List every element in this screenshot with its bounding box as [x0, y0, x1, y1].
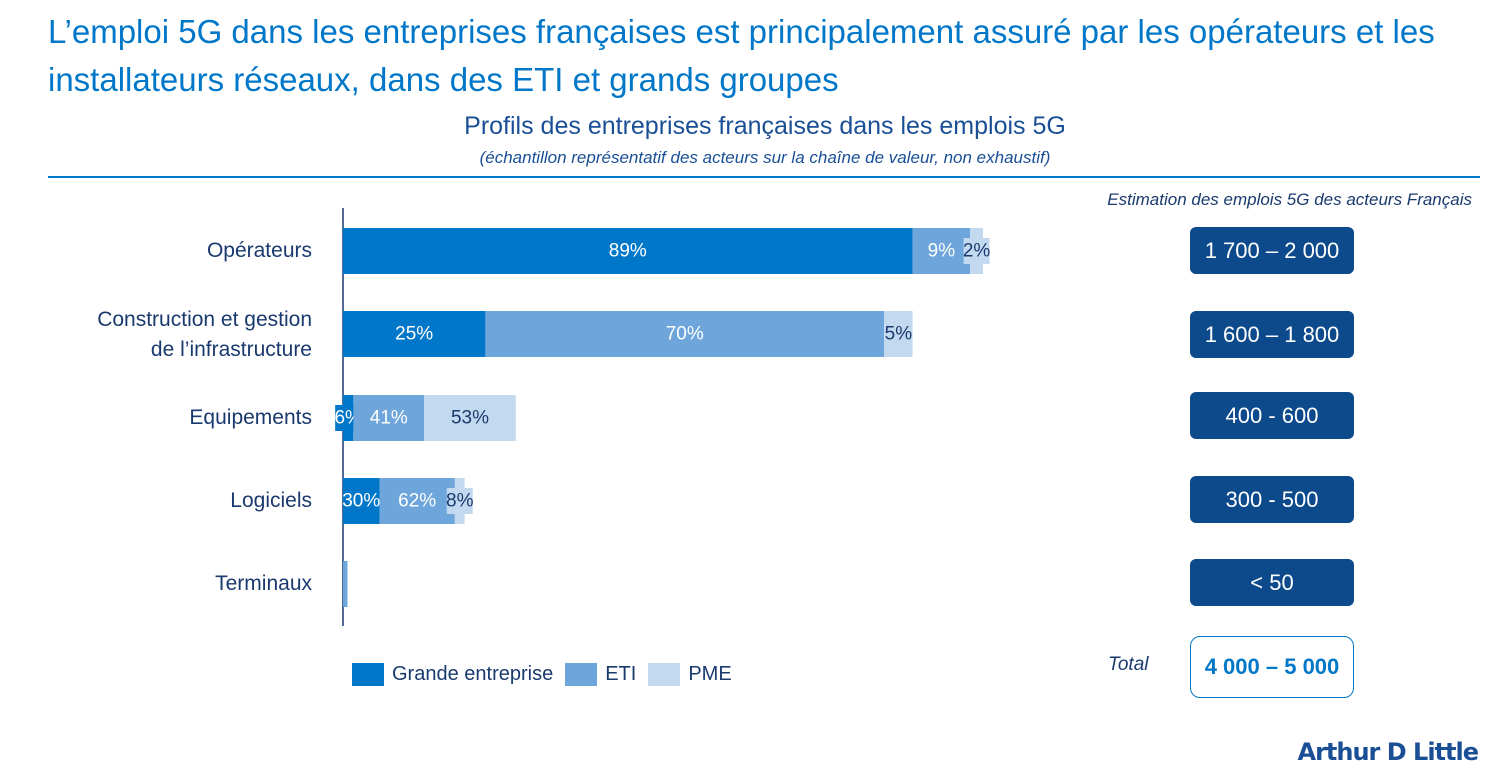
data-label: 53% — [451, 408, 489, 429]
legend-swatch — [648, 663, 681, 686]
bar-segment — [485, 311, 885, 357]
chart-legend: Grande entreprise ETI PME — [352, 663, 744, 686]
data-label: 30% — [342, 491, 380, 512]
data-label: 9% — [928, 241, 956, 262]
bar-segment — [343, 478, 380, 524]
bar-segment — [343, 228, 913, 274]
category-label-construction: Construction et gestion de l’infrastruct… — [97, 305, 312, 365]
estimate-box-logiciels: 300 - 500 — [1190, 476, 1354, 523]
estimate-box-terminaux: < 50 — [1190, 559, 1354, 606]
bar-segment — [343, 561, 348, 607]
data-label: 62% — [398, 491, 436, 512]
category-label-equipements: Equipements — [189, 406, 312, 429]
estimate-box-operateurs: 1 700 – 2 000 — [1190, 227, 1354, 274]
legend-swatch — [352, 663, 384, 686]
data-label: 5% — [885, 324, 913, 345]
bar-segment — [884, 311, 913, 357]
estimates-title: Estimation des emplois 5G des acteurs Fr… — [1107, 190, 1472, 209]
data-label-background — [963, 238, 990, 264]
category-label-logiciels: Logiciels — [230, 489, 312, 512]
data-label: 2% — [963, 241, 991, 262]
title-divider — [48, 176, 1480, 178]
arthur-d-little-logo: Arthur D Little — [1297, 738, 1479, 766]
estimate-box-construction: 1 600 – 1 800 — [1190, 311, 1354, 358]
category-label-operateurs: Opérateurs — [206, 239, 312, 262]
bar-segment — [353, 395, 425, 441]
total-label: Total — [1108, 654, 1149, 675]
category-label-line: de l’infrastructure — [150, 338, 312, 361]
chart-title: Profils des entreprises françaises dans … — [464, 112, 1066, 140]
data-label: 8% — [446, 491, 474, 512]
bar-segment — [379, 478, 455, 524]
legend-label: ETI — [605, 663, 637, 685]
legend-swatch — [565, 663, 598, 686]
data-label-background — [446, 488, 473, 514]
category-label-line: Construction et gestion — [97, 308, 312, 331]
category-label-terminaux: Terminaux — [215, 572, 312, 595]
data-label: 41% — [370, 408, 408, 429]
estimate-box-equipements: 400 - 600 — [1190, 392, 1354, 439]
data-label: 25% — [395, 324, 433, 345]
legend-item-pme: PME — [648, 663, 732, 686]
legend-item-grande-entreprise: Grande entreprise — [352, 663, 553, 686]
bar-segment — [343, 311, 486, 357]
chart-subtitle: (échantillon représentatif des acteurs s… — [479, 148, 1051, 167]
data-label: 70% — [666, 324, 704, 345]
data-label: 89% — [609, 241, 647, 262]
bar-segment — [424, 395, 516, 441]
bar-segment — [912, 228, 971, 274]
total-value-box: 4 000 – 5 000 — [1190, 636, 1354, 698]
legend-item-eti: ETI — [565, 663, 636, 686]
legend-label: PME — [688, 663, 732, 685]
legend-label: Grande entreprise — [392, 663, 554, 685]
page-headline: L’emploi 5G dans les entreprises françai… — [48, 13, 1435, 98]
